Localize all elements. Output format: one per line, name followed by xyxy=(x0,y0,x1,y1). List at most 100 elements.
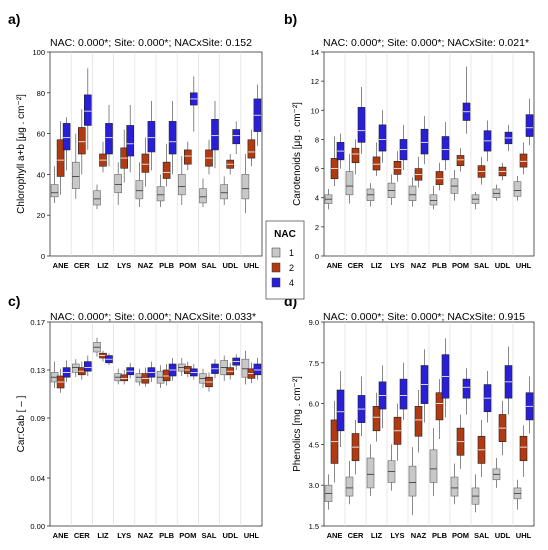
legend-swatch xyxy=(271,277,281,288)
box-UDL-nac-2 xyxy=(226,154,234,175)
x-tick-label: LYS xyxy=(391,261,405,270)
x-tick-label: UHL xyxy=(244,531,260,540)
box-body xyxy=(414,406,423,437)
box-body xyxy=(345,476,354,497)
box-SAL-nac-4 xyxy=(483,370,492,423)
box-UDL-nac-2 xyxy=(498,162,507,181)
x-tick-label: LYS xyxy=(117,261,131,270)
box-UDL-nac-2 xyxy=(498,400,507,456)
box-body xyxy=(357,107,366,143)
y-tick-label: 10 xyxy=(311,106,319,115)
box-UDL-nac-1 xyxy=(492,458,501,488)
box-NAZ-nac-4 xyxy=(420,116,429,165)
x-tick-label: POM xyxy=(452,261,469,270)
box-body xyxy=(147,121,156,153)
box-SAL-nac-2 xyxy=(477,419,486,478)
panel-b-label: b) xyxy=(284,11,297,27)
y-tick-label: 0 xyxy=(41,252,45,261)
x-tick-label: POM xyxy=(179,531,196,540)
y-tick-label: 14 xyxy=(311,48,319,57)
x-tick-label: UDL xyxy=(222,261,238,270)
x-tick-label: UDL xyxy=(222,531,238,540)
box-NAZ-nac-4 xyxy=(420,349,429,423)
y-tick-label: 20 xyxy=(37,211,45,220)
box-body xyxy=(441,136,450,161)
box-body xyxy=(372,156,381,171)
y-tick-label: 8 xyxy=(315,135,319,144)
box-UHL-nac-2 xyxy=(519,425,528,478)
panel-a-label: a) xyxy=(8,11,20,27)
box-ANE-nac-4 xyxy=(336,133,345,169)
x-tick-label: NAZ xyxy=(138,261,154,270)
y-tick-label: 0.17 xyxy=(30,318,45,327)
box-body xyxy=(72,161,80,189)
y-tick-label: 0 xyxy=(315,252,319,261)
y-tick-label: 3.0 xyxy=(309,481,319,490)
box-UHL-nac-1 xyxy=(513,479,522,510)
box-NAZ-nac-2 xyxy=(414,156,423,188)
legend-label: 4 xyxy=(289,278,294,288)
y-tick-label: 40 xyxy=(37,170,45,179)
x-tick-label: CER xyxy=(348,261,364,270)
box-CER-nac-4 xyxy=(84,355,92,376)
box-body xyxy=(462,378,471,399)
box-NAZ-nac-1 xyxy=(135,162,144,208)
box-SAL-nac-1 xyxy=(471,191,480,210)
box-body xyxy=(393,160,402,175)
box-CER-nac-1 xyxy=(72,133,80,199)
box-ANE-nac-1 xyxy=(324,188,333,210)
legend-swatch xyxy=(271,247,281,258)
y-tick-label: 7.5 xyxy=(309,359,319,368)
box-body xyxy=(120,374,128,382)
box-body xyxy=(429,194,438,206)
x-tick-label: UDL xyxy=(495,261,511,270)
box-NAZ-nac-1 xyxy=(408,447,417,516)
box-POM-nac-1 xyxy=(178,156,186,205)
y-tick-label: 4 xyxy=(315,194,319,203)
box-body xyxy=(162,161,171,179)
box-ANE-nac-2 xyxy=(330,136,339,187)
box-body xyxy=(372,406,381,432)
box-body xyxy=(199,188,207,204)
box-body xyxy=(456,155,465,166)
box-NAZ-nac-2 xyxy=(141,367,150,387)
box-PLB-nac-2 xyxy=(435,379,444,439)
x-tick-label: POM xyxy=(452,531,469,540)
box-body xyxy=(241,174,250,200)
box-UHL-nac-2 xyxy=(247,129,256,167)
box-LIZ-nac-2 xyxy=(372,392,381,442)
box-POM-nac-1 xyxy=(450,463,459,505)
box-ANE-nac-4 xyxy=(62,360,71,382)
box-LIZ-nac-4 xyxy=(105,105,113,167)
x-tick-label: UHL xyxy=(244,261,260,270)
box-body xyxy=(50,184,59,198)
box-SAL-nac-4 xyxy=(483,120,492,162)
box-body xyxy=(519,153,528,168)
box-POM-nac-4 xyxy=(190,76,198,132)
box-PLB-nac-2 xyxy=(162,143,171,187)
box-body xyxy=(435,392,444,421)
x-tick-label: POM xyxy=(179,261,196,270)
box-body xyxy=(84,361,92,372)
box-ANE-nac-1 xyxy=(50,166,59,203)
box-LIZ-nac-4 xyxy=(378,110,387,163)
legend-item: 1 xyxy=(271,247,294,258)
x-tick-label: LIZ xyxy=(97,531,109,540)
box-LYS-nac-1 xyxy=(387,174,396,205)
box-UDL-nac-4 xyxy=(232,121,240,154)
box-POM-nac-4 xyxy=(462,66,471,134)
box-LYS-nac-1 xyxy=(387,444,396,491)
box-SAL-nac-4 xyxy=(211,359,219,379)
x-tick-label: LYS xyxy=(117,531,131,540)
panel-d-plot: 1.5 3.0 4.5 6.0 7.5 9.0 ANE CER LIZ LYS NAZ PLB POM S… xyxy=(309,318,535,540)
x-tick-label: SAL xyxy=(474,261,489,270)
box-UDL-nac-4 xyxy=(504,346,513,415)
box-CER-nac-1 xyxy=(345,154,354,204)
box-LYS-nac-4 xyxy=(126,105,134,173)
x-tick-label: PLB xyxy=(432,531,448,540)
legend-label: 1 xyxy=(289,248,294,258)
box-body xyxy=(84,94,92,126)
panel-d: d) NAC: 0.000*; Site: 0.000*; NACxSite: … xyxy=(284,293,535,540)
legend-label: 2 xyxy=(289,263,294,273)
